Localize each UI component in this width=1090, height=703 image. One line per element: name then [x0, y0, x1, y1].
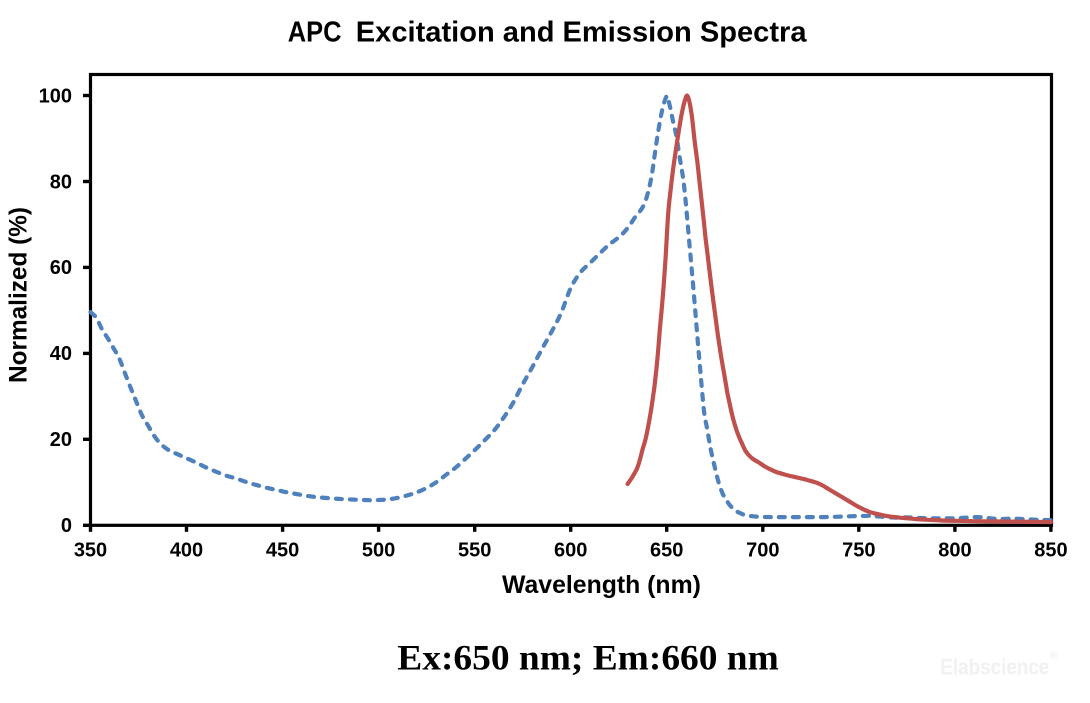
svg-text:750: 750 [842, 540, 875, 562]
svg-text:0: 0 [61, 515, 72, 537]
svg-text:Elabscience: Elabscience [940, 654, 1049, 679]
svg-text:®: ® [1050, 650, 1058, 662]
svg-text:100: 100 [39, 85, 72, 107]
svg-text:40: 40 [50, 343, 72, 365]
svg-text:Normalized (%): Normalized (%) [5, 207, 33, 383]
svg-text:450: 450 [266, 540, 299, 562]
svg-text:Wavelength (nm): Wavelength (nm) [502, 571, 701, 599]
svg-text:500: 500 [362, 540, 395, 562]
svg-text:800: 800 [938, 540, 971, 562]
svg-text:80: 80 [50, 171, 72, 193]
svg-text:700: 700 [746, 540, 779, 562]
svg-text:400: 400 [170, 540, 203, 562]
svg-text:850: 850 [1034, 540, 1067, 562]
svg-text:60: 60 [50, 257, 72, 279]
svg-text:Ex:650 nm; Em:660 nm: Ex:650 nm; Em:660 nm [397, 638, 779, 678]
svg-text:Excitation and Emission Spectr: Excitation and Emission Spectra [356, 16, 808, 48]
svg-text:550: 550 [458, 540, 491, 562]
svg-text:650: 650 [650, 540, 683, 562]
svg-text:APC: APC [288, 16, 342, 48]
svg-text:20: 20 [50, 429, 72, 451]
svg-text:600: 600 [554, 540, 587, 562]
svg-text:350: 350 [74, 540, 107, 562]
